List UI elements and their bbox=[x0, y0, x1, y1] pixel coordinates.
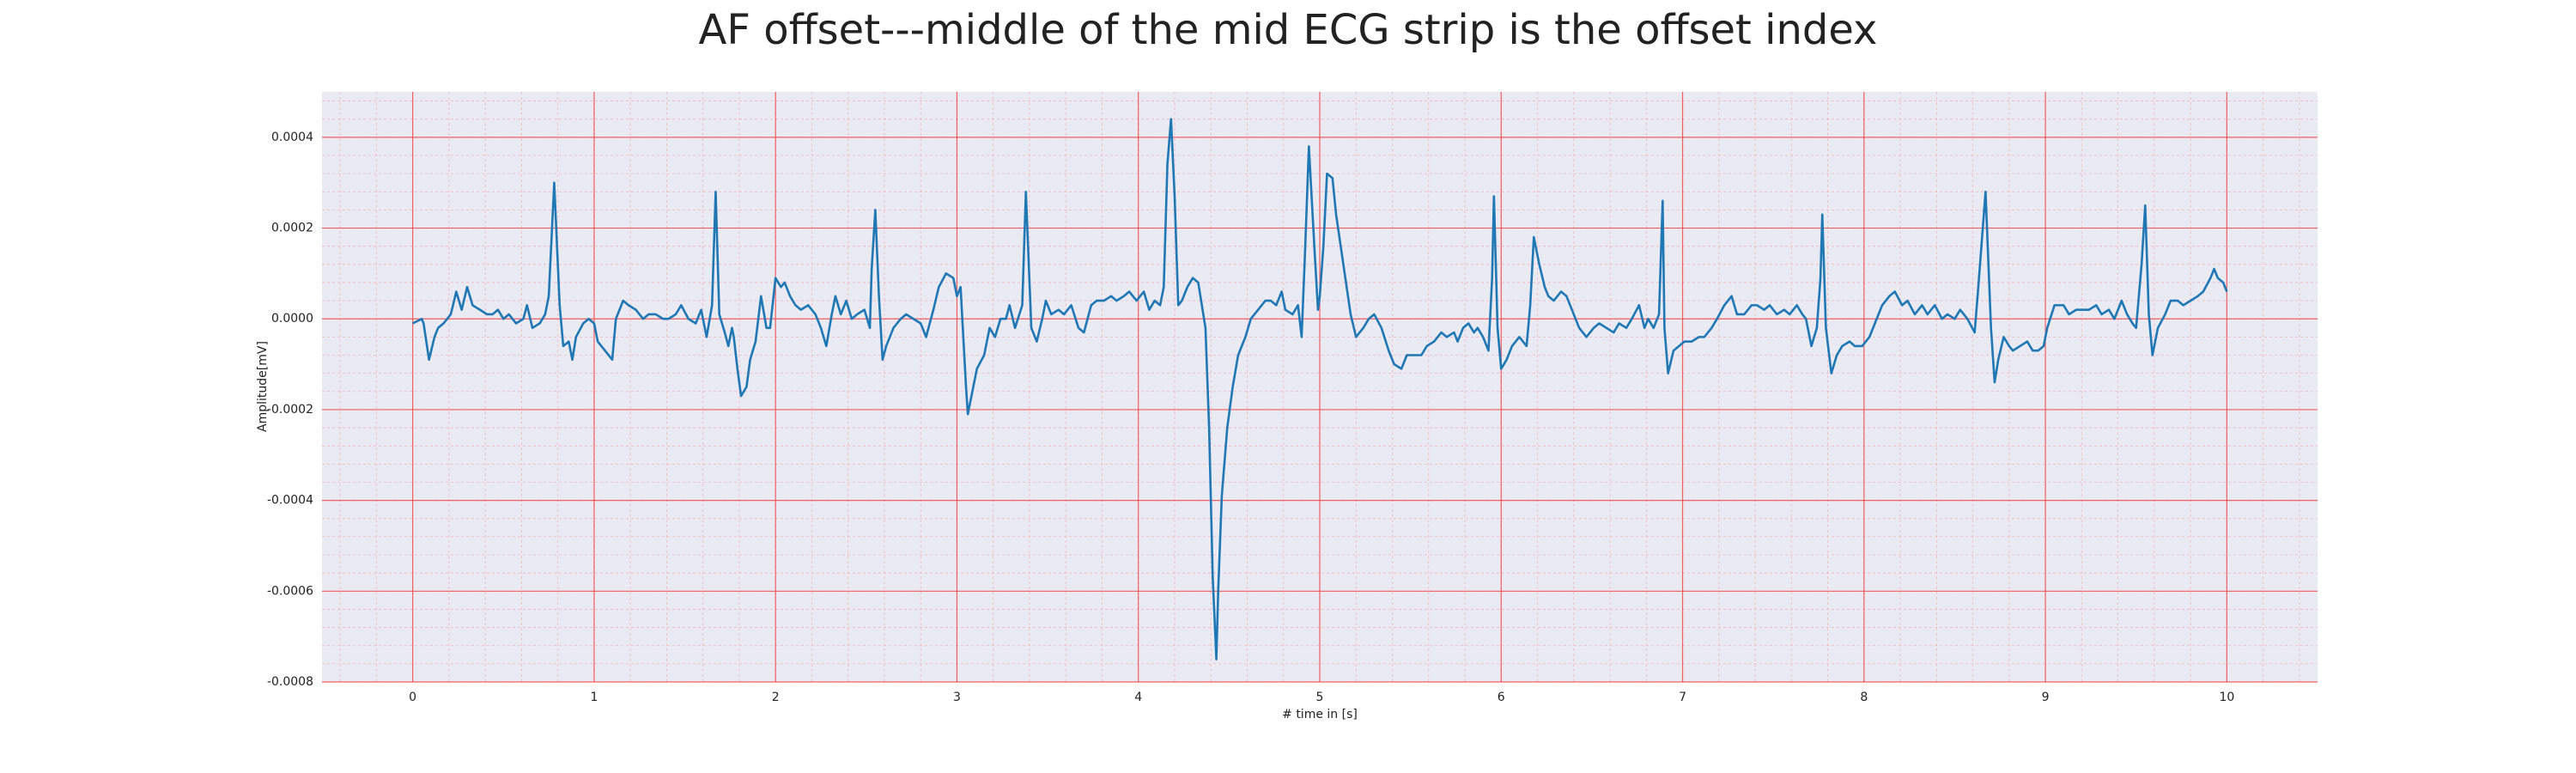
marks bbox=[412, 118, 2228, 660]
x-tick-label: 3 bbox=[953, 691, 961, 704]
x-tick-label: 4 bbox=[1134, 691, 1142, 704]
chart-title: AF offset---middle of the mid ECG strip … bbox=[699, 6, 1878, 54]
y-axis-label: Amplitude[mV] bbox=[256, 341, 270, 432]
x-axis-label: # time in [s] bbox=[1282, 708, 1358, 721]
x-tick-label: 7 bbox=[1679, 691, 1686, 704]
y-tick-label: -0.0002 bbox=[267, 403, 313, 417]
y-tick-label: 0.0000 bbox=[271, 312, 313, 326]
x-tick-label: 8 bbox=[1860, 691, 1868, 704]
grid bbox=[322, 92, 2318, 683]
x-tick-label: 6 bbox=[1498, 691, 1505, 704]
x-tick-label: 9 bbox=[2042, 691, 2050, 704]
x-tick-label: 5 bbox=[1316, 691, 1324, 704]
ecg-line bbox=[412, 118, 2228, 660]
x-tick-label: 1 bbox=[590, 691, 598, 704]
y-tick-label: -0.0006 bbox=[267, 584, 313, 598]
x-tick-label: 2 bbox=[772, 691, 780, 704]
y-tick-label: 0.0002 bbox=[271, 222, 313, 235]
y-tick-label: -0.0004 bbox=[267, 494, 313, 508]
y-tick-label: 0.0004 bbox=[271, 131, 313, 144]
x-tick-label: 0 bbox=[409, 691, 416, 704]
y-tick-label: -0.0008 bbox=[267, 675, 313, 689]
x-tick-label: 10 bbox=[2219, 691, 2234, 704]
